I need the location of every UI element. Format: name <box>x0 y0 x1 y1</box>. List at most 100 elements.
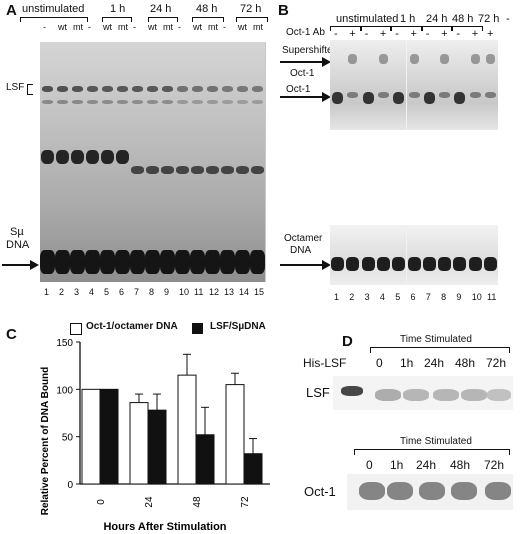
gel-lane-b-lower <box>330 225 346 285</box>
lane-number-a: 15 <box>254 287 265 297</box>
lane-number-a: 13 <box>224 287 235 297</box>
gel-lane-b-lower <box>406 225 422 285</box>
group-label-a: 1 h <box>110 3 126 15</box>
oct1-band <box>439 92 451 98</box>
gel-lane-a <box>160 42 175 282</box>
lane-number-b: 9 <box>456 292 462 302</box>
lane-treatment-a: - <box>223 22 226 32</box>
oct1-band <box>393 92 405 104</box>
lane-number-a: 3 <box>74 287 80 297</box>
octamer-band <box>392 257 406 271</box>
octamer-band <box>422 257 436 271</box>
lane-treatment-b: + <box>441 28 448 40</box>
group-bracket-a <box>192 17 224 22</box>
lane-number-a: 7 <box>134 287 140 297</box>
lsf-blot-band <box>461 389 487 401</box>
d-top-column-label: 72h <box>486 356 507 370</box>
gel-lane-a <box>175 42 190 282</box>
free-probe-band <box>115 250 130 274</box>
faint-band <box>147 100 158 104</box>
gel-lane-a <box>220 42 235 282</box>
lane-treatment-a: - <box>133 22 136 32</box>
d-top-column-label: His-LSF <box>303 356 347 370</box>
gel-lane-a <box>40 42 55 282</box>
supershift-band <box>486 54 495 64</box>
faint-band <box>222 100 233 104</box>
complex-band <box>206 166 219 174</box>
supershift-band <box>378 54 388 64</box>
group-label-b: unstimulated <box>336 13 399 25</box>
supershift-arrow-icon <box>280 55 332 73</box>
d-top-column-label: 24h <box>424 356 445 370</box>
panel-a-letter: A <box>6 2 17 19</box>
oct1-band <box>423 92 435 104</box>
complex-band <box>71 150 84 164</box>
free-probe-band <box>175 250 190 274</box>
group-label-a: 24 h <box>150 3 172 15</box>
faint-band <box>162 100 173 104</box>
lane-number-b: 6 <box>410 292 416 302</box>
d-bottom-column-label: 24h <box>416 458 437 472</box>
x-tick-label: 72 <box>240 496 251 508</box>
group-label-b: 1 h <box>400 13 416 25</box>
complex-band <box>116 150 129 164</box>
gel-lane-a <box>100 42 115 282</box>
y-tick-label: 150 <box>56 338 73 349</box>
free-probe-band <box>220 250 235 274</box>
lane-number-b: 11 <box>487 292 497 302</box>
lane-number-b: 8 <box>441 292 447 302</box>
supershift-label-2: Oct-1 <box>290 68 315 79</box>
gel-lane-b-upper <box>345 40 361 130</box>
group-label-a: 72 h <box>240 3 262 15</box>
gel-lane-b-upper <box>391 40 407 130</box>
complex-band <box>41 150 54 164</box>
oct1-blot-band <box>485 482 511 500</box>
d-top-bracket <box>370 347 510 353</box>
y-tick-label: 50 <box>62 433 74 444</box>
lane-number-a: 1 <box>44 287 50 297</box>
faint-band <box>87 100 98 104</box>
gel-lane-a <box>115 42 130 282</box>
x-tick-label: 48 <box>192 496 203 508</box>
supershift-band <box>409 54 419 64</box>
gel-lane-a <box>85 42 100 282</box>
lane-number-b: 7 <box>425 292 431 302</box>
x-axis-label: Hours After Stimulation <box>103 521 226 533</box>
octamer-band <box>453 257 467 271</box>
lane-number-b: 3 <box>364 292 370 302</box>
bar-chart: 0 50 100 150 0 24 48 72 Hours After Stimulation R… <box>40 338 270 533</box>
free-probe-band <box>100 250 115 274</box>
gel-lane-b-lower <box>375 225 392 285</box>
lane-treatment-a: mt <box>253 22 263 32</box>
octamer-band <box>468 257 482 271</box>
complex-band <box>146 166 159 174</box>
faint-band <box>72 100 83 104</box>
gel-lane-b-upper <box>483 40 498 130</box>
faint-band <box>102 100 113 104</box>
lsf-blot-band <box>403 389 429 401</box>
lane-treatment-b: - <box>395 28 399 40</box>
lane-number-a: 8 <box>149 287 155 297</box>
gel-lane-a <box>145 42 160 282</box>
lane-treatment-b: + <box>487 28 494 40</box>
lane-number-a: 4 <box>89 287 95 297</box>
lsf-band <box>222 86 233 92</box>
lsf-band <box>132 86 143 92</box>
lane-number-a: 6 <box>119 287 125 297</box>
gel-lane-b-upper <box>452 40 468 130</box>
gel-lane-b-upper <box>406 40 422 130</box>
lane-treatment-a: - <box>43 22 46 32</box>
oct1-band <box>347 92 359 98</box>
lsf-band <box>162 86 173 92</box>
group-bracket-a <box>20 17 88 22</box>
group-bracket-b <box>391 26 422 31</box>
gel-lane-b-upper <box>421 40 438 130</box>
supershift-label-1: Supershifted <box>282 45 339 56</box>
lsf-band <box>177 86 188 92</box>
d-top-row-label: LSF <box>306 385 330 400</box>
gel-lane-a <box>130 42 145 282</box>
bar-lsf <box>243 453 263 485</box>
oct1-band <box>485 92 496 98</box>
lane-number-b: 5 <box>395 292 401 302</box>
gel-lane-a <box>250 42 265 282</box>
